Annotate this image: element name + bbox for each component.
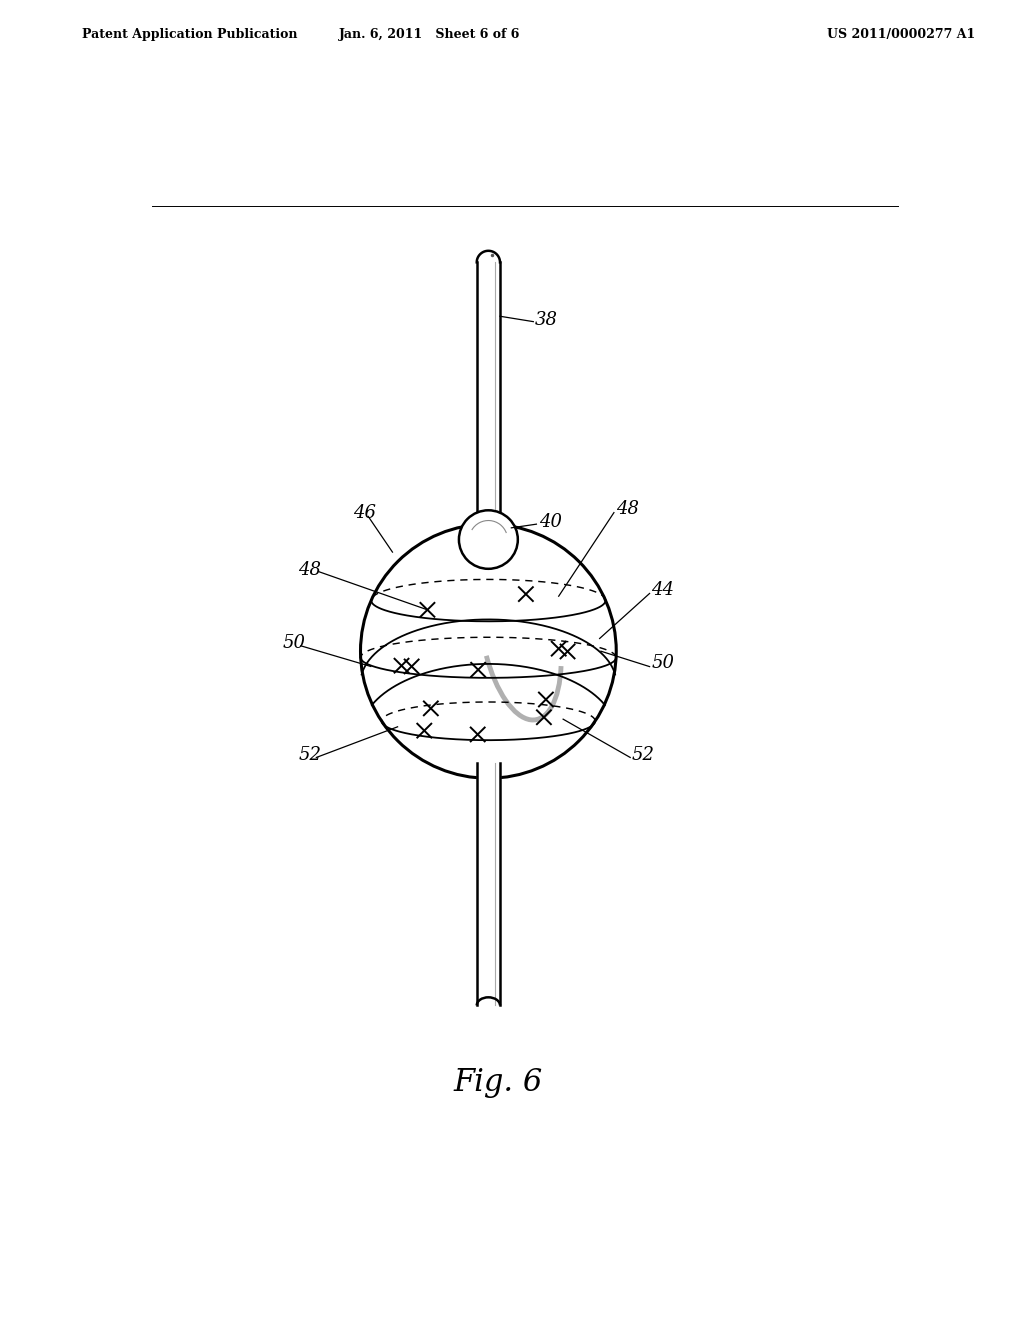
Text: 48: 48 xyxy=(616,500,639,517)
Text: 52: 52 xyxy=(632,746,654,764)
Text: US 2011/0000277 A1: US 2011/0000277 A1 xyxy=(827,28,975,41)
Circle shape xyxy=(459,511,518,569)
Text: 46: 46 xyxy=(352,504,376,521)
Polygon shape xyxy=(477,263,500,515)
Polygon shape xyxy=(477,763,500,1006)
Text: 48: 48 xyxy=(299,561,322,579)
Text: 50: 50 xyxy=(651,653,674,672)
Text: Jan. 6, 2011   Sheet 6 of 6: Jan. 6, 2011 Sheet 6 of 6 xyxy=(339,28,521,41)
Text: 44: 44 xyxy=(651,581,674,598)
Circle shape xyxy=(360,524,616,779)
Text: 38: 38 xyxy=(535,312,558,329)
Text: 40: 40 xyxy=(539,513,562,531)
Text: Patent Application Publication: Patent Application Publication xyxy=(82,28,297,41)
Text: 52: 52 xyxy=(299,746,322,764)
Text: Fig. 6: Fig. 6 xyxy=(454,1067,543,1098)
Text: 50: 50 xyxy=(283,635,306,652)
